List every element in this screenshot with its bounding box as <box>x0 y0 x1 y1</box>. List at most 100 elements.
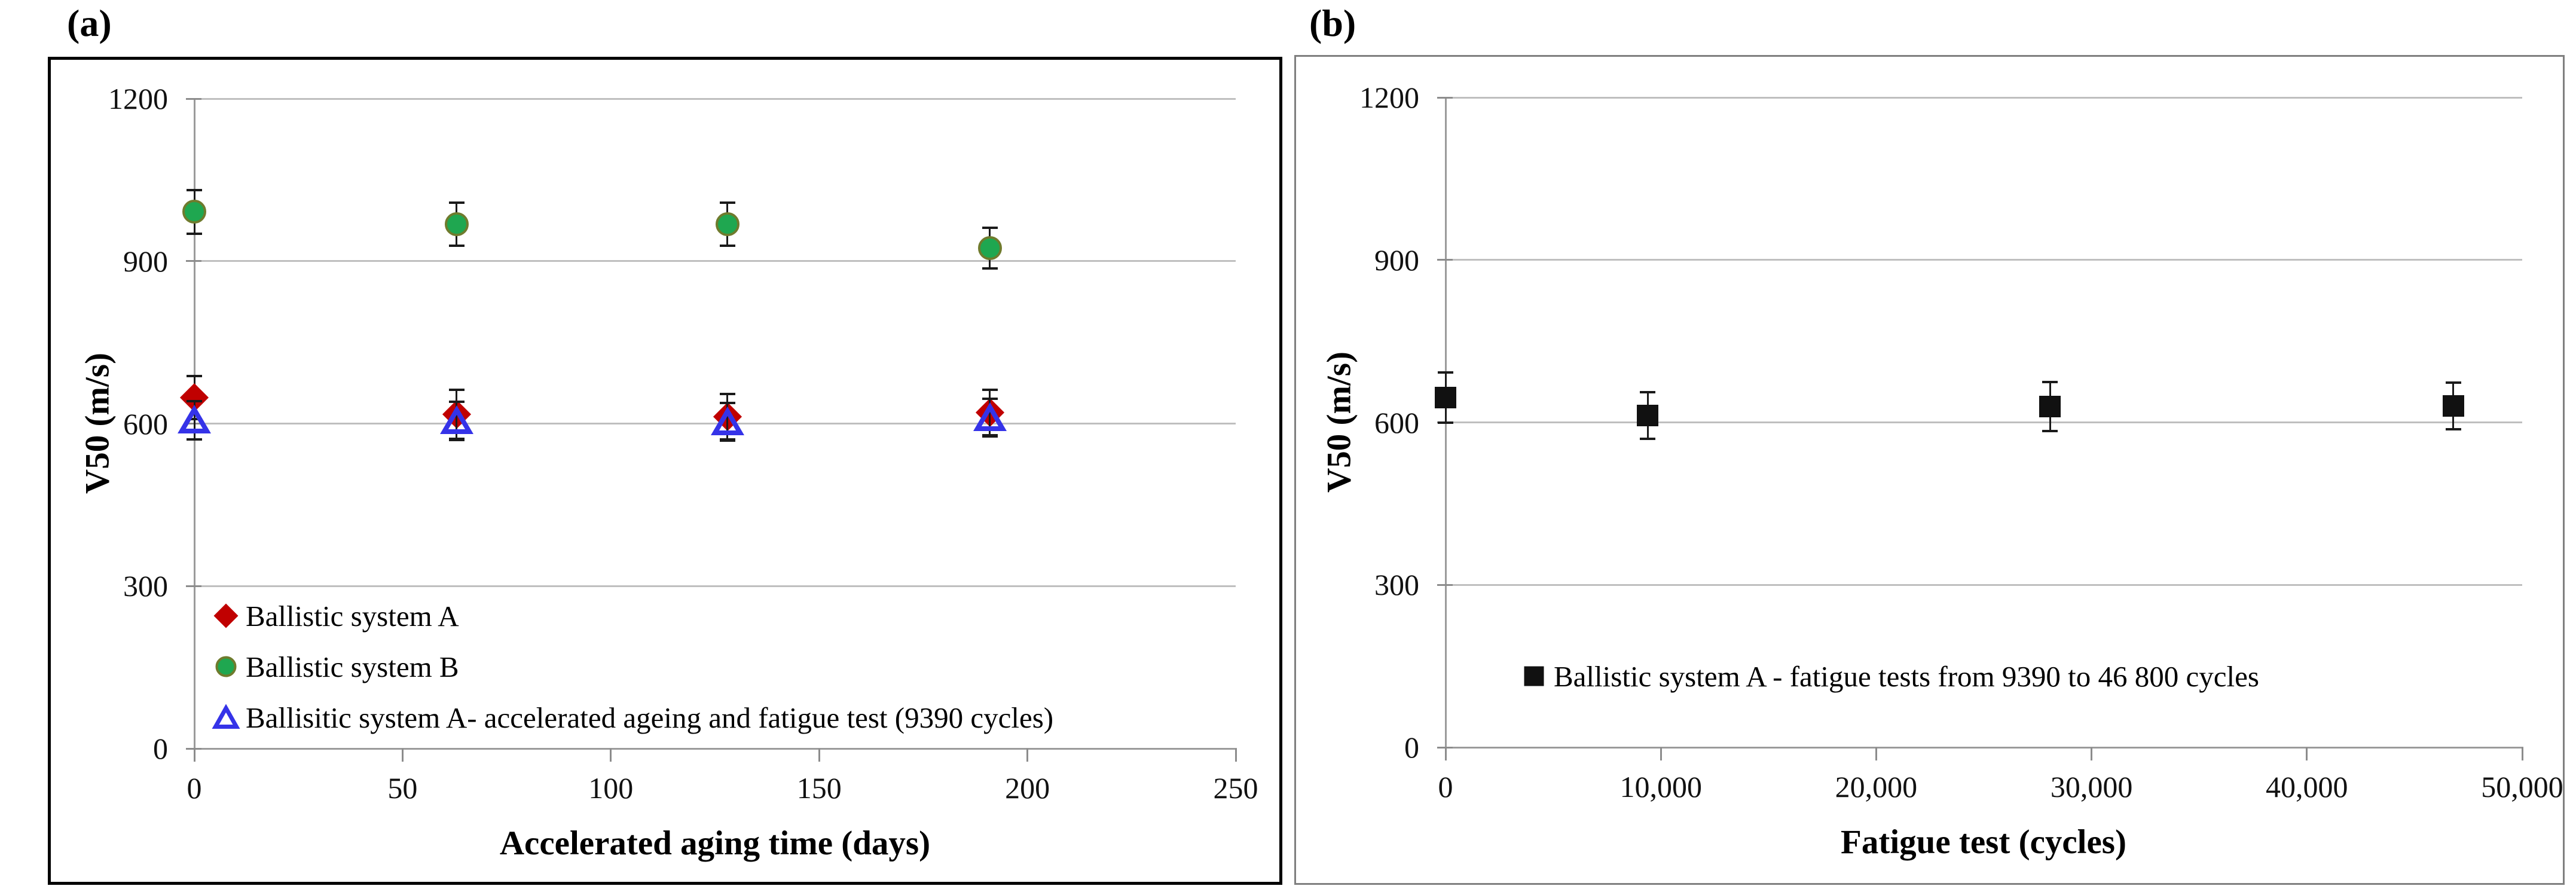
x-tick <box>818 749 820 762</box>
error-bar-cap-bottom <box>1438 421 1453 424</box>
square-marker <box>1637 404 1659 426</box>
x-tick <box>1875 747 1877 760</box>
error-bar-cap-top <box>719 392 735 395</box>
x-tick <box>610 749 612 762</box>
x-tick-label: 30,000 <box>2050 770 2133 804</box>
circle-marker <box>182 200 206 224</box>
y-tick <box>186 260 201 262</box>
square-marker <box>1435 386 1456 408</box>
panel-b: V50 (m/s) Fatigue test (cycles) 0 300 600 9… <box>1294 55 2565 885</box>
y-tick <box>186 97 201 100</box>
error-bar-line <box>726 403 729 441</box>
error-bar-cap-bottom <box>187 438 202 441</box>
open-triangle-marker <box>212 704 240 729</box>
legend-label: Ballistic system A <box>246 599 459 633</box>
error-bar-cap-bottom <box>982 267 998 270</box>
x-axis-title: Accelerated aging time (days) <box>499 824 931 862</box>
panel-a: V50 (m/s) Accelerated aging time (days) … <box>48 57 1282 885</box>
legend-marker <box>212 602 240 630</box>
error-bar-cap-top <box>448 401 465 404</box>
y-tick <box>186 585 201 587</box>
x-tick-label: 150 <box>796 771 842 805</box>
open-triangle-marker <box>710 406 744 435</box>
open-triangle-marker <box>178 405 211 434</box>
error-bar-cap-top <box>187 189 202 192</box>
error-bar-line <box>193 401 195 439</box>
error-bar-cap-bottom <box>2445 428 2461 431</box>
error-bar-cap-bottom <box>719 439 735 442</box>
circle-marker <box>977 236 1002 260</box>
legend-row: Ballisitic system A- accelerated ageing … <box>212 699 1053 735</box>
x-tick-label: 50,000 <box>2481 770 2563 804</box>
legend-marker <box>212 653 240 680</box>
legend-marker <box>1520 662 1548 690</box>
gridline <box>1446 259 2522 261</box>
x-axis-line <box>193 747 1237 750</box>
error-bar-cap-top <box>2042 381 2058 384</box>
legend-label: Ballistic system B <box>246 650 459 683</box>
error-bar-cap-top <box>448 201 465 204</box>
square-marker <box>1524 666 1544 686</box>
y-tick-label: 600 <box>123 407 168 441</box>
error-bar-cap-bottom <box>448 245 465 248</box>
gridline <box>1446 421 2522 423</box>
error-bar-cap-top <box>187 400 202 403</box>
y-tick <box>1437 584 1453 586</box>
x-tick-label: 200 <box>1005 771 1050 805</box>
x-axis-line <box>1444 746 2523 749</box>
x-tick <box>2306 747 2308 760</box>
x-tick <box>2521 747 2523 760</box>
error-bar-cap-bottom <box>1640 437 1656 440</box>
error-bar-cap-top <box>982 389 998 392</box>
gridline <box>194 585 1236 587</box>
y-tick-label: 0 <box>153 732 168 765</box>
error-bar-cap-top <box>719 402 735 405</box>
legend-row: Ballistic system A - fatigue tests from … <box>1520 658 2259 694</box>
x-tick-label: 250 <box>1213 771 1258 805</box>
open-triangle-marker <box>973 402 1007 431</box>
y-tick-label: 300 <box>123 569 168 603</box>
y-tick-label: 1200 <box>108 82 168 115</box>
y-tick-label: 900 <box>1374 243 1419 277</box>
legend-row: Ballistic system B <box>212 649 459 685</box>
circle-marker <box>215 656 237 677</box>
x-axis-title: Fatigue test (cycles) <box>1841 823 2126 861</box>
error-bar-cap-top <box>187 374 202 377</box>
error-bar-cap-top <box>982 397 998 400</box>
plot-area-b: 0 300 600 900 1200 0 10,000 20,000 30,000 40,000 5… <box>1359 82 2563 802</box>
plot-area-a: 0 300 600 900 1200 0 50 100 150 200 250 <box>108 83 1258 804</box>
gridline <box>1446 96 2522 99</box>
x-tick-label: 0 <box>187 771 202 805</box>
square-marker <box>2039 396 2061 418</box>
y-tick-label: 600 <box>1374 405 1419 439</box>
error-bar-cap-top <box>1640 390 1656 393</box>
x-tick <box>1234 749 1237 762</box>
error-bar-cap-bottom <box>2042 429 2058 432</box>
y-tick <box>1437 96 1453 99</box>
panel-b-label: (b) <box>1309 2 1356 44</box>
x-tick <box>1444 747 1447 760</box>
x-tick-label: 20,000 <box>1835 770 1918 804</box>
circle-marker <box>715 212 740 237</box>
error-bar-cap-top <box>719 201 735 204</box>
error-bar-line <box>456 402 458 440</box>
x-tick-label: 40,000 <box>2266 770 2348 804</box>
error-bar-cap-bottom <box>719 245 735 248</box>
x-tick <box>401 749 404 762</box>
x-tick <box>2091 747 2093 760</box>
open-triangle-marker <box>440 405 473 434</box>
panel-a-label: (a) <box>67 2 112 44</box>
gridline <box>194 423 1236 424</box>
error-bar-cap-bottom <box>448 438 465 441</box>
legend-label: Ballistic system A - fatigue tests from … <box>1554 659 2259 693</box>
error-bar-cap-top <box>448 389 465 392</box>
gridline <box>194 97 1236 100</box>
error-bar-cap-top <box>982 227 998 230</box>
error-bar-cap-top <box>1438 371 1453 374</box>
x-tick-label: 50 <box>387 771 418 805</box>
x-tick <box>1660 747 1662 760</box>
gridline <box>194 260 1236 262</box>
legend-label: Ballisitic system A- accelerated ageing … <box>246 701 1054 734</box>
error-bar-cap-bottom <box>187 232 202 235</box>
x-tick <box>193 749 195 762</box>
